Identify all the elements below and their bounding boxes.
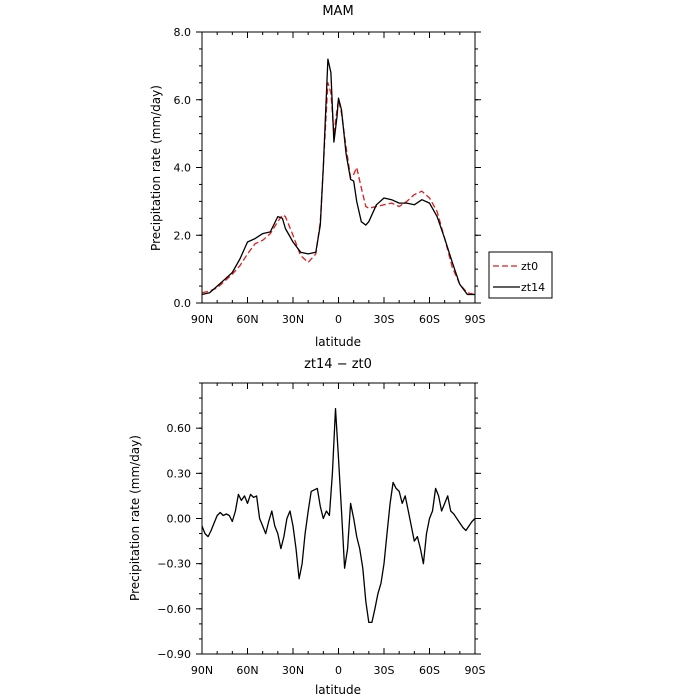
y-tick-label: 0.0	[174, 297, 192, 310]
x-tick-label: 90S	[465, 313, 486, 326]
y-tick-label: 0.00	[167, 513, 192, 526]
y-tick-label: 4.0	[174, 162, 192, 175]
y-tick-label: 0.30	[167, 467, 192, 480]
x-tick-label: 60S	[419, 313, 440, 326]
series-line-zt14	[201, 58, 475, 296]
x-tick-label: 0	[335, 313, 342, 326]
legend-label-zt0: zt0	[521, 260, 538, 273]
axis-ticks: 90N 60N 30N 0 30S 60S 90S 0.0 2.0 4.0 6.0 8.0	[174, 26, 486, 326]
x-tick-label: 30S	[374, 313, 395, 326]
y-tick-label: 6.0	[174, 94, 192, 107]
x-tick-label: 60N	[236, 313, 258, 326]
y-tick-label: −0.90	[157, 648, 191, 661]
x-tick-label: 0	[335, 664, 342, 677]
x-tick-label: 90N	[191, 313, 213, 326]
precip-panel-mam: MAM Precipitation rate (mm/day) latitude…	[149, 4, 553, 349]
y-tick-label: 2.0	[174, 229, 192, 242]
x-tick-label: 30N	[282, 664, 304, 677]
axis-ticks: 90N 60N 30N 0 30S 60S 90S −0.90 −0.60 −0.30 0.00 0.…	[157, 382, 486, 677]
x-tick-label: 90S	[465, 664, 486, 677]
y-tick-label: 0.60	[167, 422, 192, 435]
chart-title-diff: zt14 − zt0	[304, 357, 372, 372]
series-lines	[201, 58, 476, 296]
x-axis-label: latitude	[315, 335, 361, 349]
legend-box	[488, 251, 553, 299]
series-line-zt0	[201, 82, 476, 296]
y-tick-label: −0.60	[157, 603, 191, 616]
precip-diff-panel: zt14 − zt0 Precipitation rate (mm/day) l…	[128, 357, 486, 697]
y-axis-label: Precipitation rate (mm/day)	[149, 85, 163, 251]
y-axis-label: Precipitation rate (mm/day)	[128, 435, 142, 601]
x-tick-label: 60S	[419, 664, 440, 677]
y-tick-label: −0.30	[157, 558, 191, 571]
plot-frame	[201, 31, 476, 304]
series-line-diff	[201, 407, 476, 624]
y-tick-label: 8.0	[174, 26, 192, 39]
legend: zt0 zt14	[488, 251, 553, 299]
series-lines	[201, 407, 476, 624]
plot-frame	[201, 382, 476, 655]
legend-label-zt14: zt14	[521, 281, 545, 294]
x-tick-label: 30N	[282, 313, 304, 326]
x-tick-label: 30S	[374, 664, 395, 677]
x-tick-label: 60N	[236, 664, 258, 677]
chart-title-mam: MAM	[322, 4, 353, 19]
x-axis-label: latitude	[315, 683, 361, 697]
x-tick-label: 90N	[191, 664, 213, 677]
